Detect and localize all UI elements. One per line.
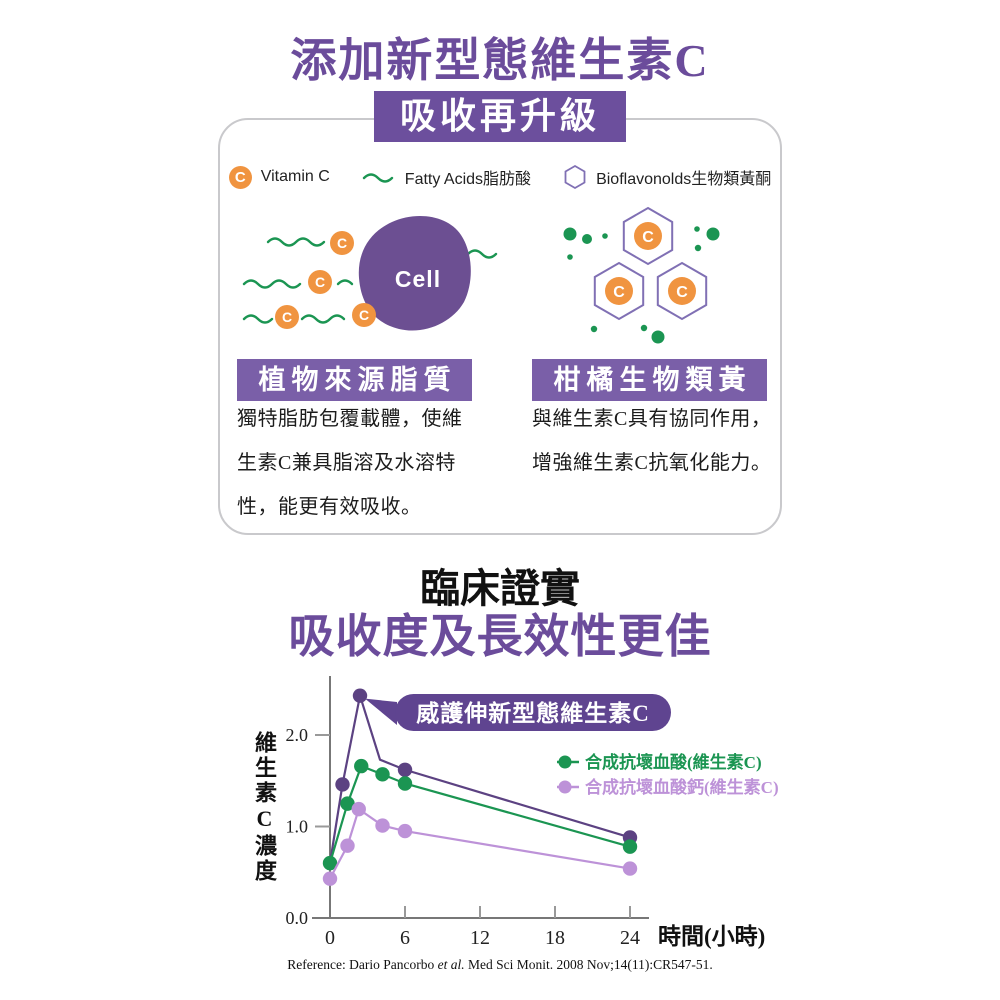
vitamin-c-icon xyxy=(605,277,633,305)
y-tick-label: 0.0 xyxy=(286,908,309,928)
fatty-acid-wave-icon xyxy=(362,173,393,183)
legend-label-fatty-acids: Fatty Acids脂肪酸 xyxy=(404,171,532,188)
bioflavonoid-illustration: C C C xyxy=(563,206,720,344)
data-point xyxy=(340,838,355,853)
legend-marker xyxy=(558,755,572,769)
fatty-acid-wave xyxy=(336,279,354,286)
data-point xyxy=(622,839,638,854)
cell-label: Cell xyxy=(395,266,441,292)
chart-series-2 xyxy=(322,801,638,886)
vitamin-c-icon xyxy=(308,270,332,294)
legend-label-vitamin-c: Vitamin C xyxy=(260,168,330,185)
data-point xyxy=(397,762,413,777)
vitamin-c-letter: C xyxy=(234,168,246,186)
vitamin-c-icon xyxy=(352,303,376,327)
vitamin-c-icon xyxy=(634,222,662,250)
vitamin-c-icon: C xyxy=(228,165,252,189)
legend-label-bioflavonoids: Bioflavonolds生物類黃酮 xyxy=(596,171,772,188)
reference-prefix: Reference: Dario Pancorbo xyxy=(287,957,438,972)
bioflavonoid-hexagons: C C C xyxy=(593,206,708,321)
vitamin-c-molecules: C C C C xyxy=(275,231,376,329)
reference-etal: et al. xyxy=(437,957,465,972)
header-plant-lipid: 植物來源脂質 xyxy=(237,359,472,401)
absorption-line-chart: 0.0 1.0 2.0 0 6 12 18 24 時間(小時) 威護伸新型態維生素C 合成抗壞血酸(… xyxy=(286,676,779,949)
x-tick-label: 24 xyxy=(620,927,640,949)
legend-label: 合成抗壞血酸(維生素C) xyxy=(585,752,762,772)
lipid-cell-illustration: Cell C C C C xyxy=(242,215,498,331)
legend-label: 合成抗壞血酸鈣(維生素C) xyxy=(585,777,779,797)
fatty-acid-wave xyxy=(300,314,346,324)
data-point xyxy=(352,688,368,703)
x-tick-label: 0 xyxy=(325,927,335,949)
y-tick-label: 2.0 xyxy=(286,725,309,745)
data-point xyxy=(397,823,413,839)
card-legend: C Vitamin C Fatty Acids脂肪酸 Bioflavonolds… xyxy=(220,164,780,190)
chart-line xyxy=(328,695,631,864)
plant-lipid-description: 獨特脂肪包覆載體，使維生素C兼具脂溶及水溶特性，能更有效吸收。 xyxy=(237,408,463,518)
x-tick-label: 18 xyxy=(545,927,565,949)
data-point xyxy=(375,767,390,782)
vitamin-c-icon xyxy=(668,277,696,305)
cell-blob xyxy=(358,215,471,331)
legend-item-bioflavonoids: Bioflavonolds生物類黃酮 xyxy=(563,164,771,190)
clinical-section-title: 臨床證實 xyxy=(420,566,580,611)
chart-series-0 xyxy=(328,688,638,864)
reference-suffix: Med Sci Monit. 2008 Nov;14(11):CR547-51. xyxy=(464,957,713,972)
x-axis-label: 時間(小時) xyxy=(658,924,765,949)
svg-text:C: C xyxy=(337,235,347,251)
legend-item-vitamin-c: C Vitamin C xyxy=(228,165,330,189)
reference-citation: Reference: Dario Pancorbo et al. Med Sci… xyxy=(0,957,1000,973)
fatty-acid-wave xyxy=(466,249,498,259)
data-point xyxy=(354,758,369,774)
data-point xyxy=(340,796,355,811)
svg-text:C: C xyxy=(282,309,292,325)
data-point xyxy=(322,871,338,886)
data-point xyxy=(351,801,366,817)
chart-line xyxy=(329,807,631,880)
chart-legend-item-1: 合成抗壞血酸鈣(維生素C) xyxy=(557,777,779,797)
vitamin-c-icon xyxy=(275,305,299,329)
svg-text:C: C xyxy=(613,284,625,301)
callout-new-vitamin-c: 威護伸新型態維生素C xyxy=(365,694,671,731)
data-point xyxy=(335,777,350,792)
page-title: 添加新型態維生素C xyxy=(290,35,710,86)
chart-line xyxy=(328,764,631,864)
chart-axes: 0.0 1.0 2.0 0 6 12 18 24 時間(小時) xyxy=(286,676,765,949)
info-card: C Vitamin C Fatty Acids脂肪酸 Bioflavonolds… xyxy=(218,118,782,535)
y-tick-label: 1.0 xyxy=(286,817,309,837)
x-tick-label: 12 xyxy=(470,927,490,949)
fatty-acid-wave xyxy=(242,314,274,324)
y-axis-label: 維生素C濃度 xyxy=(252,731,277,884)
citrus-bioflavonoid-description: 與維生素C具有協同作用，增強維生素C抗氧化能力。 xyxy=(532,408,772,474)
svg-text:C: C xyxy=(315,274,325,290)
chart-legend-item-0: 合成抗壞血酸(維生素C) xyxy=(557,752,762,772)
data-point xyxy=(397,776,413,791)
fatty-acid-wave xyxy=(242,279,302,289)
legend-marker xyxy=(558,780,572,794)
nutrient-dots xyxy=(563,226,720,344)
callout-label: 威護伸新型態維生素C xyxy=(416,700,650,726)
svg-text:C: C xyxy=(359,307,369,323)
x-tick-label: 6 xyxy=(400,927,410,949)
absorption-upgrade-badge: 吸收再升級 xyxy=(373,91,627,142)
chart-series-1 xyxy=(322,758,638,871)
fatty-acid-wave xyxy=(266,237,326,247)
legend-item-fatty-acids: Fatty Acids脂肪酸 xyxy=(362,165,531,189)
data-point xyxy=(375,818,390,833)
vitamin-c-icon xyxy=(330,231,354,255)
clinical-section-subtitle: 吸收度及長效性更佳 xyxy=(288,611,712,662)
data-point xyxy=(622,861,638,876)
bioflavonoid-hexagon-icon xyxy=(564,164,586,190)
data-point xyxy=(322,855,338,871)
svg-text:C: C xyxy=(676,284,688,301)
header-citrus-bioflavonoid: 柑橘生物類黃酮 xyxy=(532,359,767,437)
svg-text:C: C xyxy=(642,229,654,246)
